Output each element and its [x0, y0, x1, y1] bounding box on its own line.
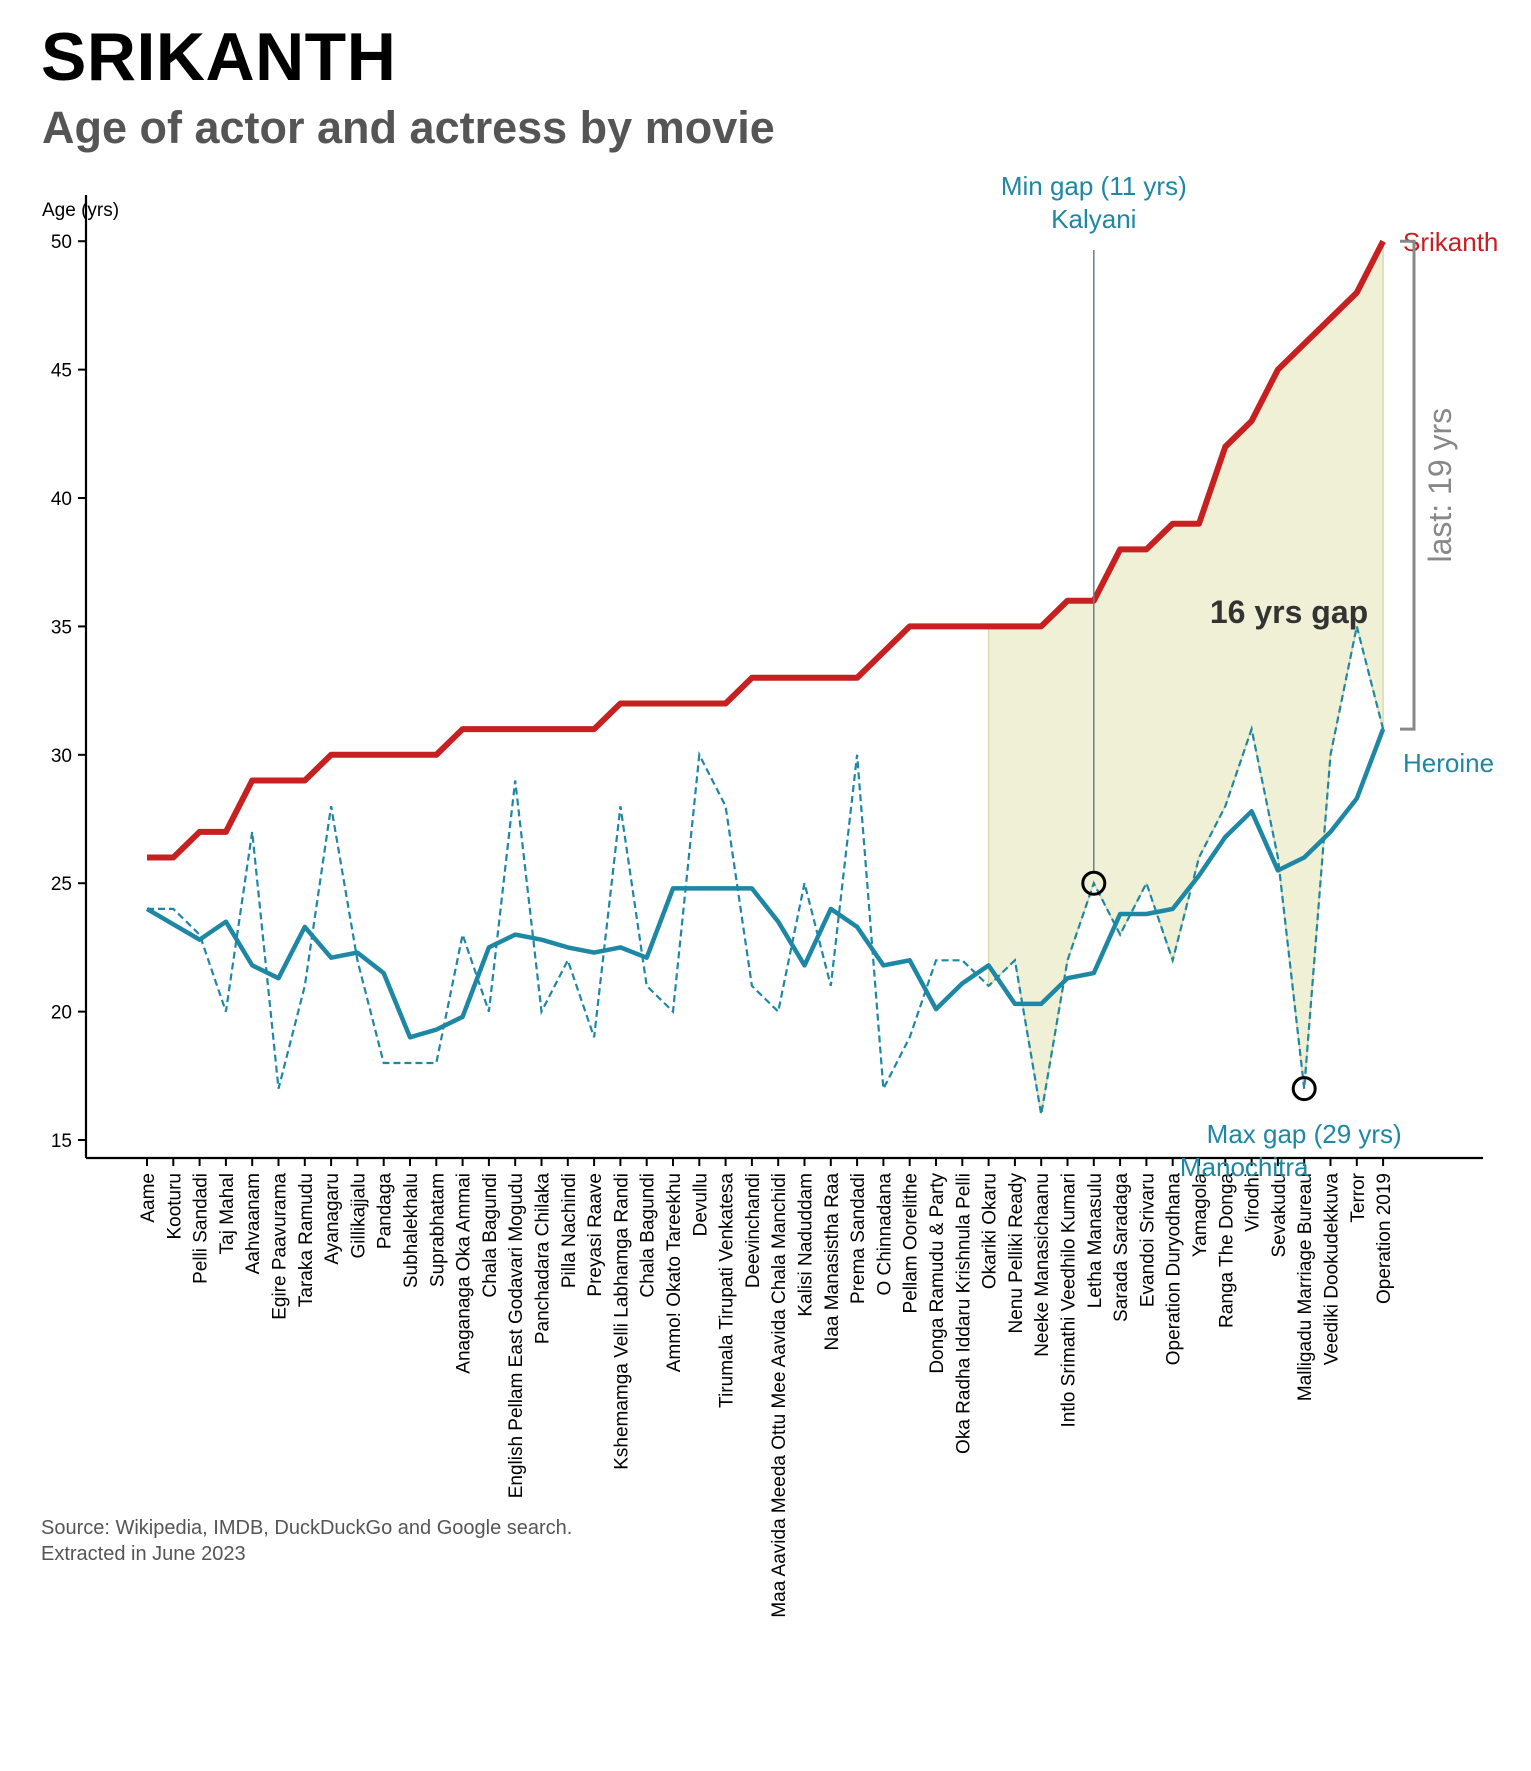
x-tick-label: Operation 2019 [1374, 1173, 1395, 1304]
x-tick-label: Neeke Manasichaanu [1032, 1173, 1053, 1357]
x-tick-label: Oka Radha Iddaru Krishnula Pelli [953, 1173, 974, 1454]
x-tick-label: O Chinnadana [874, 1173, 895, 1296]
srikanth-age-line [147, 239, 1386, 861]
x-tick-label: Devullu [690, 1173, 711, 1236]
y-tick-label: 15 [51, 1131, 72, 1152]
x-tick-label: Operation Duryodhana [1164, 1173, 1185, 1366]
y-tick-label: 35 [51, 617, 72, 638]
y-tick-label: 30 [51, 746, 72, 767]
x-tick-label: Evandoi Srivaru [1137, 1173, 1158, 1307]
page-subtitle: Age of actor and actress by movie [42, 102, 775, 153]
x-tick-label: Pandaga [375, 1173, 396, 1250]
axes: Age (yrs) 15 20 25 30 35 40 45 50 Aame Kooturu Pell… [42, 195, 1483, 1618]
x-tick-label: Gillikajjalu [348, 1173, 369, 1259]
max-gap-marker [1291, 1076, 1317, 1102]
x-tick-label: Subhalekhalu [401, 1173, 422, 1288]
x-tick-label: Egire Paavurama [270, 1173, 291, 1320]
x-tick-label: Okariki Okaru [980, 1173, 1001, 1289]
extracted-date: Extracted in June 2023 [41, 1543, 246, 1565]
x-tick-label: Pelli Sandadi [191, 1173, 212, 1284]
y-tick-label: 50 [51, 232, 72, 253]
x-tick-label: Ammo! Okato Tareekhu [664, 1173, 685, 1372]
x-tick-label: Prema Sandadi [848, 1173, 869, 1304]
srikanth-series-label: Srikanth [1403, 227, 1498, 257]
x-tick-label: Taj Mahal [217, 1173, 238, 1254]
x-tick-label: Maa Aavida Meeda Ottu Mee Aavida Chala M… [769, 1173, 790, 1618]
series-lines [145, 239, 1386, 1115]
heroine-trend-line [145, 728, 1386, 1040]
page-title: SRIKANTH [41, 19, 397, 95]
x-tick-label: Pellam Oorelithe [901, 1173, 922, 1313]
max-gap-name: Manochitra [1180, 1152, 1309, 1182]
x-tick-label: Naa Manasistha Raa [822, 1173, 843, 1351]
gap-shaded-region [987, 240, 1384, 1115]
x-tick-label: Yamagola [1190, 1173, 1211, 1258]
last-gap-label: last: 19 yrs [1422, 408, 1458, 563]
max-gap-label: Max gap (29 yrs) [1207, 1119, 1402, 1149]
x-tick-label: English Pellam East Godavari Mogudu [506, 1173, 527, 1498]
x-tick-label: Aame [138, 1173, 159, 1223]
x-tick-label: Preyasi Raave [585, 1173, 606, 1297]
y-tick-label: 40 [51, 489, 72, 510]
y-tick-label: 25 [51, 874, 72, 895]
x-tick-label: Letha Manasulu [1085, 1173, 1106, 1308]
x-tick-label: Pilla Nachindi [559, 1173, 580, 1288]
x-tick-label: Virodhi [1243, 1173, 1264, 1232]
source-note: Source: Wikipedia, IMDB, DuckDuckGo and … [41, 1515, 572, 1567]
x-tick-label: Donga Ramudu & Party [927, 1173, 948, 1374]
x-tick-label: Suprabhatam [427, 1173, 448, 1287]
heroine-series-label: Heroine [1403, 748, 1494, 778]
y-axis-label: Age (yrs) [42, 200, 119, 221]
min-gap-name: Kalyani [1051, 204, 1136, 234]
x-tick-label: Anaganaga Oka Ammai [454, 1173, 475, 1374]
x-tick-label: Veediki Dookudekkuva [1322, 1173, 1343, 1366]
x-tick-label: Ayanagaru [322, 1173, 343, 1265]
x-tick-label: Tirumala Tirupati Venkatesa [717, 1173, 738, 1408]
x-tick-label: Ranga The Donga [1216, 1173, 1237, 1328]
x-tick-label: Aahvaanam [243, 1173, 264, 1274]
x-tick-label: Sarada Saradaga [1111, 1173, 1132, 1322]
x-tick-label: Kalisi Naduddam [796, 1173, 817, 1317]
x-tick-label: Malligadu Marriage Bureau [1295, 1173, 1316, 1401]
min-gap-label: Min gap (11 yrs) [1001, 171, 1187, 201]
x-tick-label: Deevinchandi [743, 1173, 764, 1288]
x-tick-label: Kshemamga Velli Labhamga Randi [611, 1173, 632, 1470]
min-gap-marker [1081, 870, 1107, 896]
x-tick-label: Chala Bagundi [638, 1173, 659, 1298]
x-tick-label: Taraka Ramudu [296, 1173, 317, 1307]
heroine-age-dashed-line [147, 626, 1385, 1115]
y-tick-label: 45 [51, 361, 72, 382]
x-tick-label: Nenu Pelliki Ready [1006, 1173, 1027, 1334]
x-tick-label: Intlo Srimathi Veedhilo Kumari [1059, 1173, 1080, 1428]
x-tick-label: Sevakudu [1269, 1173, 1290, 1258]
gap-label: 16 yrs gap [1210, 594, 1368, 630]
annotations: Srikanth Heroine last: 19 yrs 16 yrs gap Min… [1001, 171, 1499, 1182]
x-tick-label: Kooturu [164, 1173, 185, 1240]
source-line: Source: Wikipedia, IMDB, DuckDuckGo and … [41, 1517, 573, 1539]
y-tick-label: 20 [51, 1003, 72, 1024]
x-tick-label: Chala Bagundi [480, 1173, 501, 1298]
last-gap-bracket [1400, 239, 1416, 731]
x-tick-label: Panchadara Chilaka [533, 1173, 554, 1345]
x-tick-label: Terror [1348, 1172, 1369, 1222]
